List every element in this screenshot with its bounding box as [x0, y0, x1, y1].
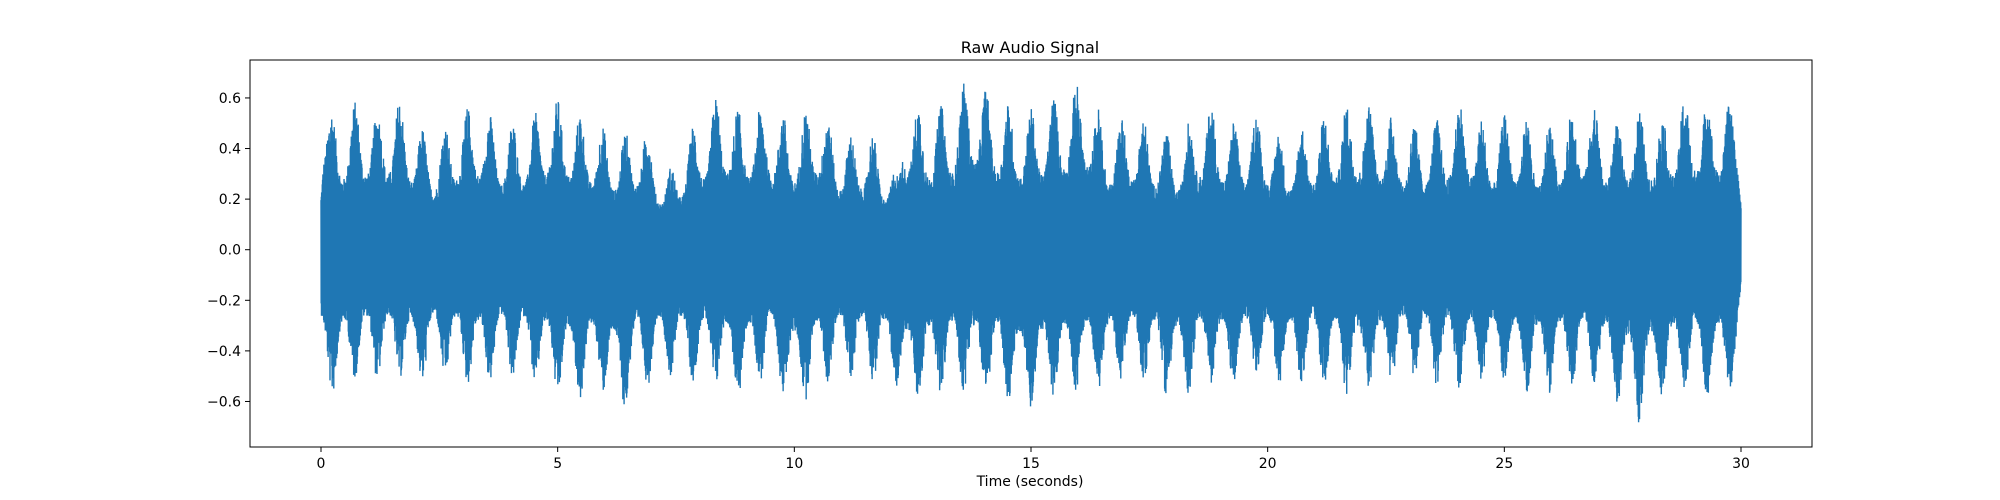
y-tick-label: −0.6: [207, 394, 241, 410]
x-tick-label: 5: [553, 456, 562, 472]
x-axis: 0 5 10 15 20 25 30: [317, 447, 1750, 472]
y-tick-label: 0.2: [219, 192, 241, 208]
x-tick-label: 25: [1495, 456, 1513, 472]
signal-series: [320, 83, 1742, 423]
plot-area: [249, 59, 1813, 448]
y-tick-label: −0.2: [207, 293, 241, 309]
y-tick-label: 0.4: [219, 142, 241, 158]
x-axis-label: Time (seconds): [976, 474, 1084, 490]
y-tick-label: 0.0: [219, 243, 241, 259]
chart-title: Raw Audio Signal: [961, 38, 1099, 57]
x-tick-label: 10: [785, 456, 803, 472]
x-tick-label: 20: [1259, 456, 1277, 472]
x-tick-label: 15: [1022, 456, 1040, 472]
y-tick-label: 0.6: [219, 91, 241, 107]
y-tick-label: −0.4: [207, 344, 241, 360]
x-tick-label: 0: [317, 456, 326, 472]
x-tick-label: 30: [1732, 456, 1750, 472]
signal-line: [320, 83, 1742, 423]
y-axis: −0.6 −0.4 −0.2 0.0 0.2 0.4 0.6: [207, 91, 250, 410]
